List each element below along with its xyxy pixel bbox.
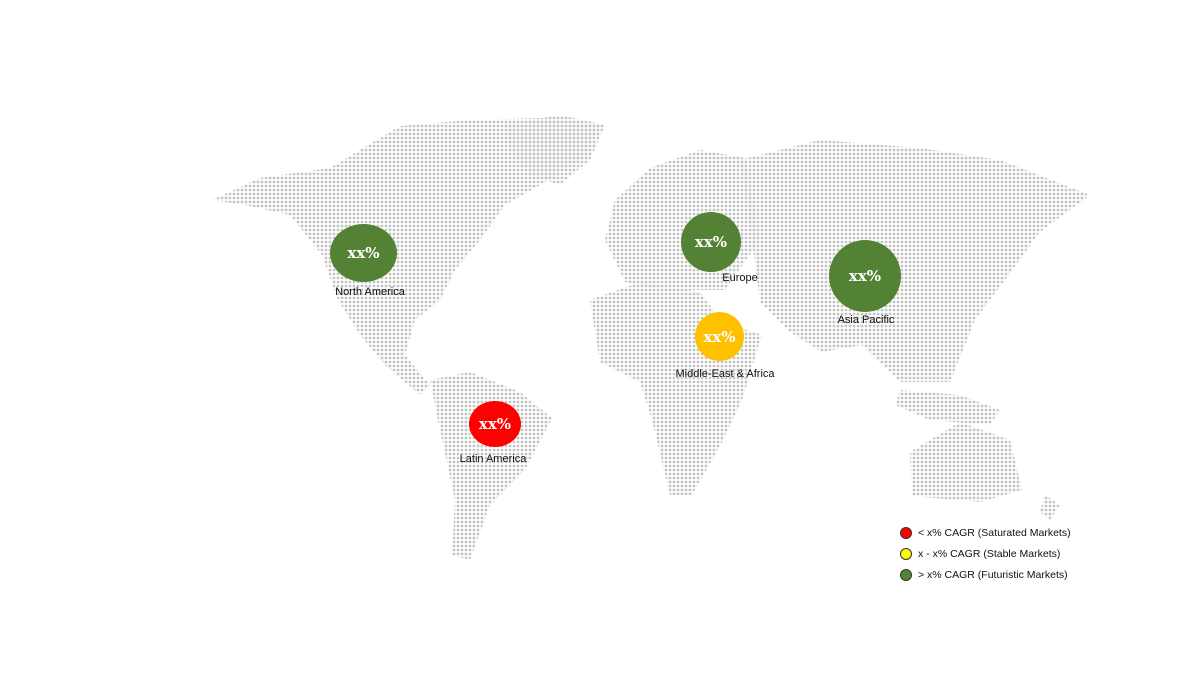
region-bubble-latin-america: xx% [469, 401, 521, 447]
legend-green-circle-icon [900, 568, 912, 581]
greenland-landmass [505, 115, 605, 185]
legend-label: > x% CAGR (Futuristic Markets) [918, 568, 1068, 581]
europe-landmass [605, 150, 760, 290]
indonesia-landmass [895, 390, 1000, 425]
region-label-middle-east-africa: Middle-East & Africa [675, 368, 775, 380]
australia-landmass [910, 422, 1022, 502]
region-label-latin-america: Latin America [459, 453, 527, 465]
region-bubble-north-america: xx% [330, 224, 397, 282]
legend: < x% CAGR (Saturated Markets) x - x% CAG… [900, 522, 1071, 585]
legend-label: < x% CAGR (Saturated Markets) [918, 526, 1071, 539]
legend-yellow-circle-icon [900, 547, 912, 560]
north-america-landmass [212, 118, 600, 395]
legend-item-saturated: < x% CAGR (Saturated Markets) [900, 522, 1071, 543]
new-zealand-landmass [1040, 495, 1060, 520]
region-label-europe: Europe [722, 272, 758, 284]
region-bubble-middle-east-africa: xx% [695, 312, 744, 361]
south-america-landmass [430, 372, 552, 560]
asia-landmass [740, 140, 1090, 382]
legend-red-circle-icon [900, 526, 912, 539]
africa-landmass [590, 282, 762, 495]
legend-label: x - x% CAGR (Stable Markets) [918, 547, 1061, 560]
region-label-asia-pacific: Asia Pacific [837, 314, 895, 326]
region-bubble-asia-pacific: xx% [829, 240, 901, 312]
legend-item-stable: x - x% CAGR (Stable Markets) [900, 543, 1071, 564]
region-bubble-europe: xx% [681, 212, 741, 272]
legend-item-futuristic: > x% CAGR (Futuristic Markets) [900, 564, 1071, 585]
region-label-north-america: North America [335, 286, 405, 298]
